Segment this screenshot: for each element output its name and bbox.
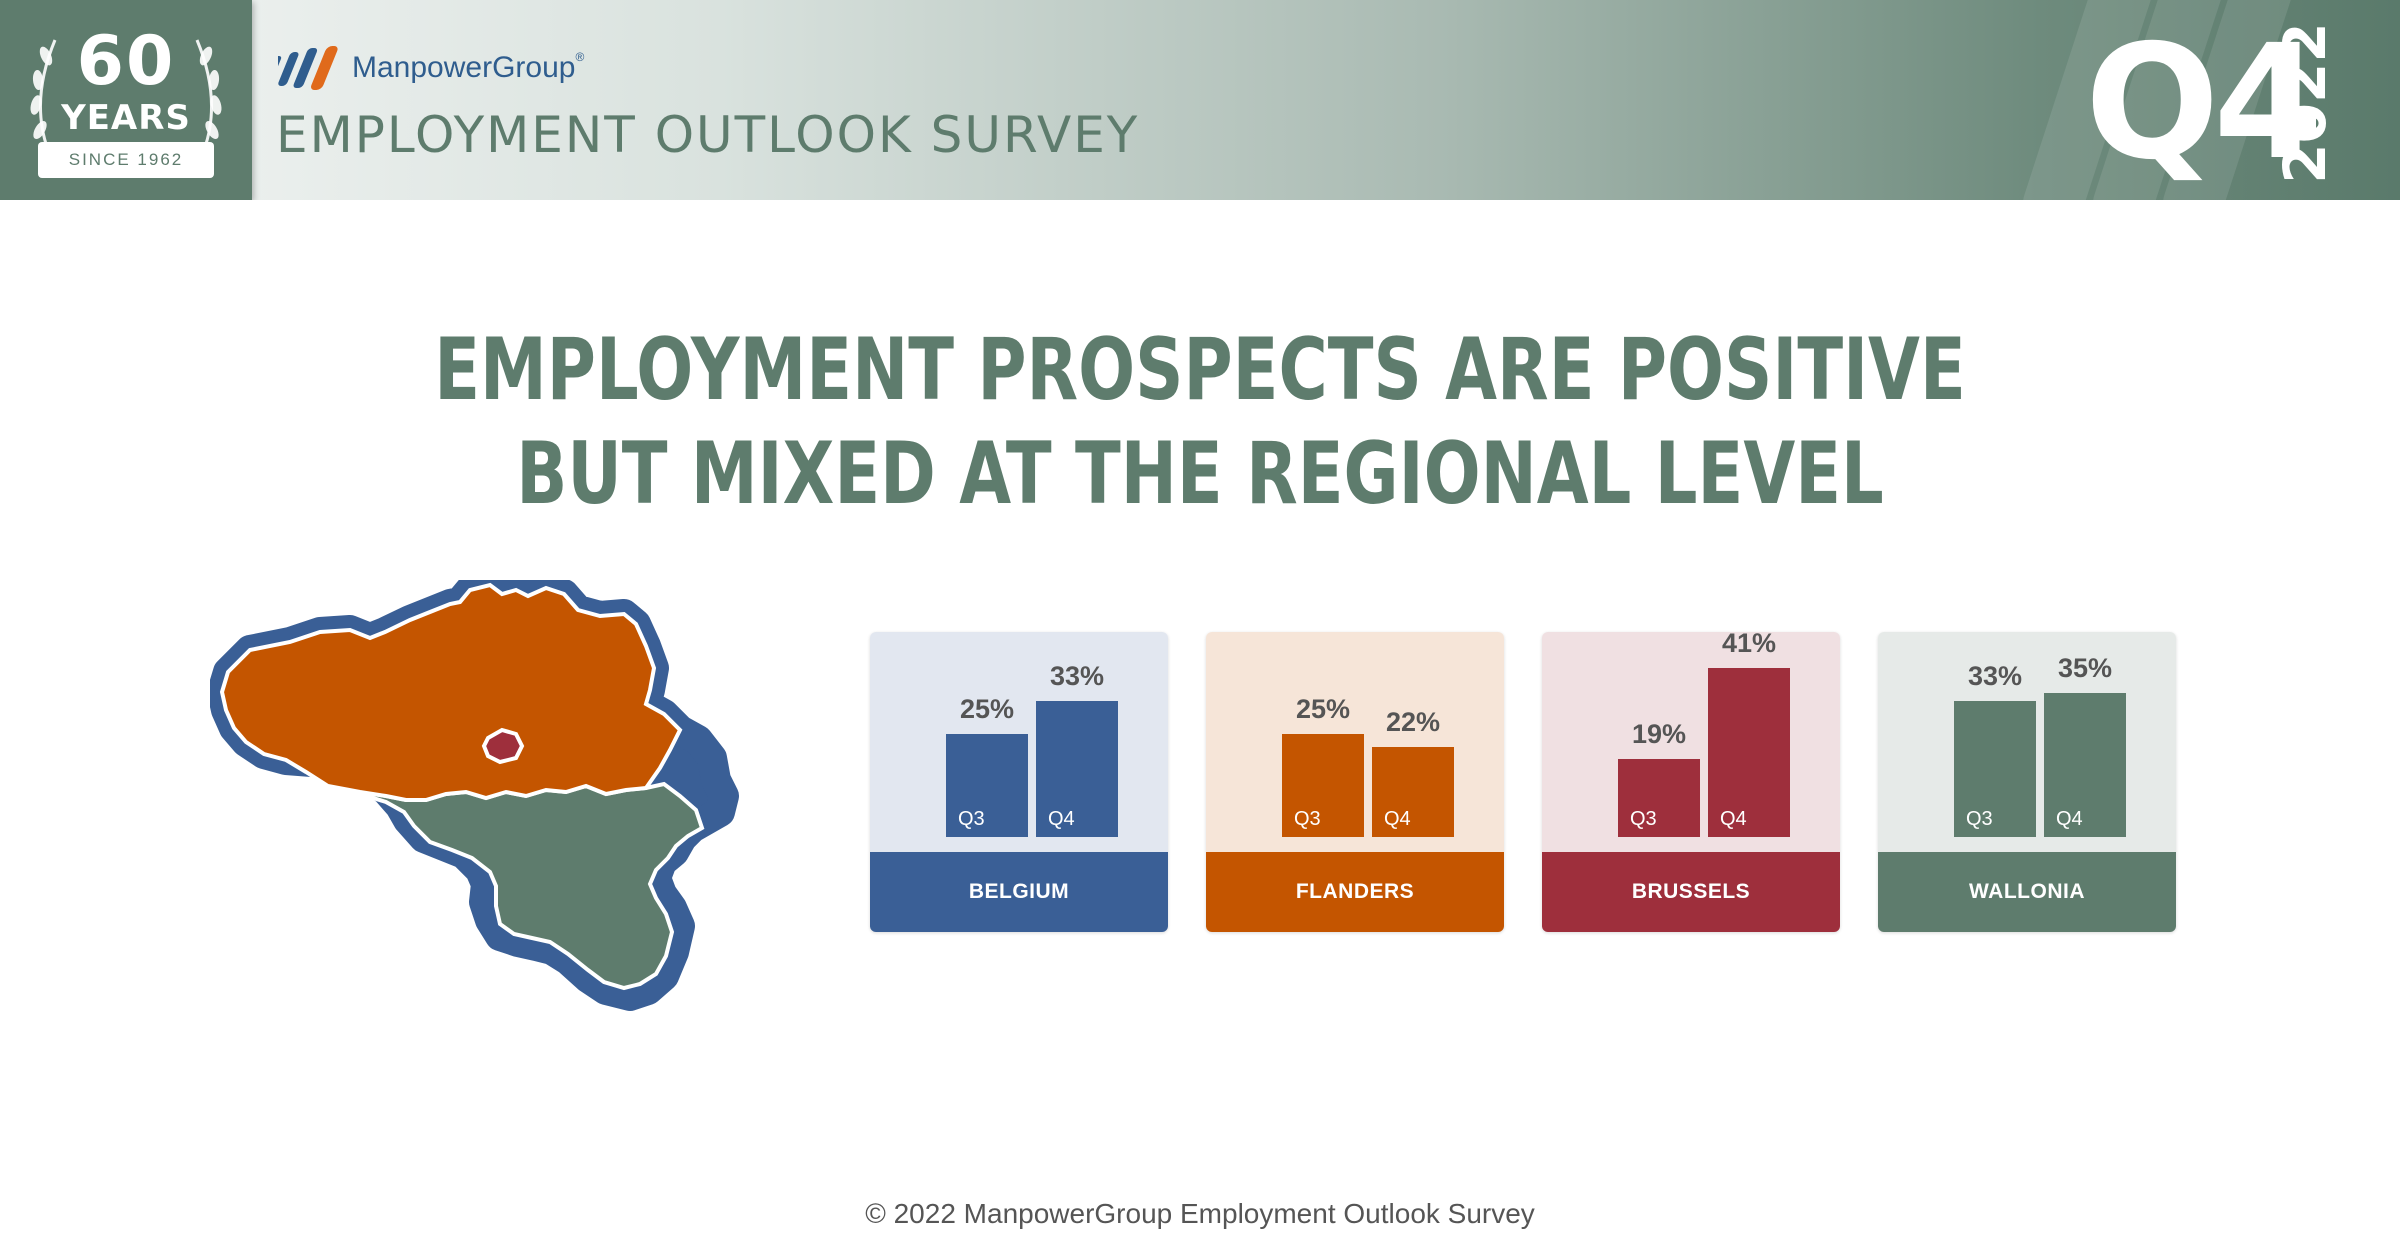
chart-plot-area: Q3 33% Q4 35%	[1878, 632, 2176, 852]
page-headline: EMPLOYMENT PROSPECTS ARE POSITIVE BUT MI…	[264, 318, 2136, 526]
bar-category-label: Q3	[958, 808, 985, 830]
bar-category-label: Q4	[2056, 808, 2083, 830]
chart-bar: Q3	[1618, 759, 1700, 837]
bar-value-label: 22%	[1385, 707, 1441, 737]
footer-copyright: © 2022 ManpowerGroup Employment Outlook …	[865, 1198, 1535, 1229]
region-label: BRUSSELS	[1542, 852, 1840, 932]
region-card: Q3 25% Q4 22% FLANDERS	[1206, 632, 1504, 932]
chart-bar: Q4	[2044, 693, 2126, 837]
map-brussels	[481, 727, 525, 765]
region-label: FLANDERS	[1206, 852, 1504, 932]
chart-bar: Q4	[1372, 747, 1454, 837]
laurel-icon	[30, 39, 222, 151]
year-label: 2022	[2271, 22, 2339, 183]
chart-plot-area: Q3 25% Q4 33%	[870, 632, 1168, 852]
bar-value-label: 35%	[2057, 653, 2113, 683]
bar-value-label: 19%	[1631, 719, 1687, 749]
chart-plot-area: Q3 19% Q4 41%	[1542, 632, 1840, 852]
survey-title: EMPLOYMENT OUTLOOK SURVEY	[276, 106, 1140, 164]
region-card: Q3 33% Q4 35% WALLONIA	[1878, 632, 2176, 932]
headline-line1: EMPLOYMENT PROSPECTS ARE POSITIVE	[434, 320, 1966, 420]
chart-bar: Q4	[1036, 701, 1118, 837]
chart-bar: Q3	[946, 734, 1028, 837]
chart-bar: Q3	[1954, 701, 2036, 837]
badge-since: SINCE 1962	[38, 142, 214, 178]
region-label: WALLONIA	[1878, 852, 2176, 932]
bar-value-label: 25%	[959, 694, 1015, 724]
quarter-label: Q4	[2085, 11, 2323, 195]
anniversary-badge: 60 YEARS SINCE 1962	[0, 0, 252, 200]
headline-line2: BUT MIXED AT THE REGIONAL LEVEL	[516, 424, 1884, 524]
bar-value-label: 25%	[1295, 694, 1351, 724]
brand-logo[interactable]: ManpowerGroup ®	[278, 44, 584, 92]
bar-category-label: Q4	[1048, 808, 1075, 830]
map-wallonia	[327, 781, 705, 991]
header-banner: 60 YEARS SINCE 1962 ManpowerGroup ® EMPL…	[0, 0, 2400, 200]
region-card: Q3 19% Q4 41% BRUSSELS	[1542, 632, 1840, 932]
map-flanders	[219, 582, 683, 802]
brand-mark: ®	[575, 50, 585, 64]
bar-value-label: 33%	[1049, 661, 1105, 691]
chart-plot-area: Q3 25% Q4 22%	[1206, 632, 1504, 852]
region-label: BELGIUM	[870, 852, 1168, 932]
bar-category-label: Q3	[1966, 808, 1993, 830]
bar-category-label: Q4	[1384, 808, 1411, 830]
belgium-map-icon	[210, 580, 739, 1011]
bar-category-label: Q3	[1630, 808, 1657, 830]
badge-years: YEARS	[61, 98, 191, 138]
bar-value-label: 41%	[1721, 632, 1777, 658]
bar-value-label: 33%	[1967, 661, 2023, 691]
bar-category-label: Q4	[1720, 808, 1747, 830]
chart-bar: Q3	[1282, 734, 1364, 837]
badge-number: 60	[76, 22, 176, 101]
region-card: Q3 25% Q4 33% BELGIUM	[870, 632, 1168, 932]
year-text: 2022	[2271, 22, 2339, 184]
bar-category-label: Q3	[1294, 808, 1321, 830]
manpower-logo-icon	[278, 46, 338, 90]
brand-name: ManpowerGroup	[352, 51, 576, 84]
chart-bar: Q4	[1708, 668, 1790, 837]
